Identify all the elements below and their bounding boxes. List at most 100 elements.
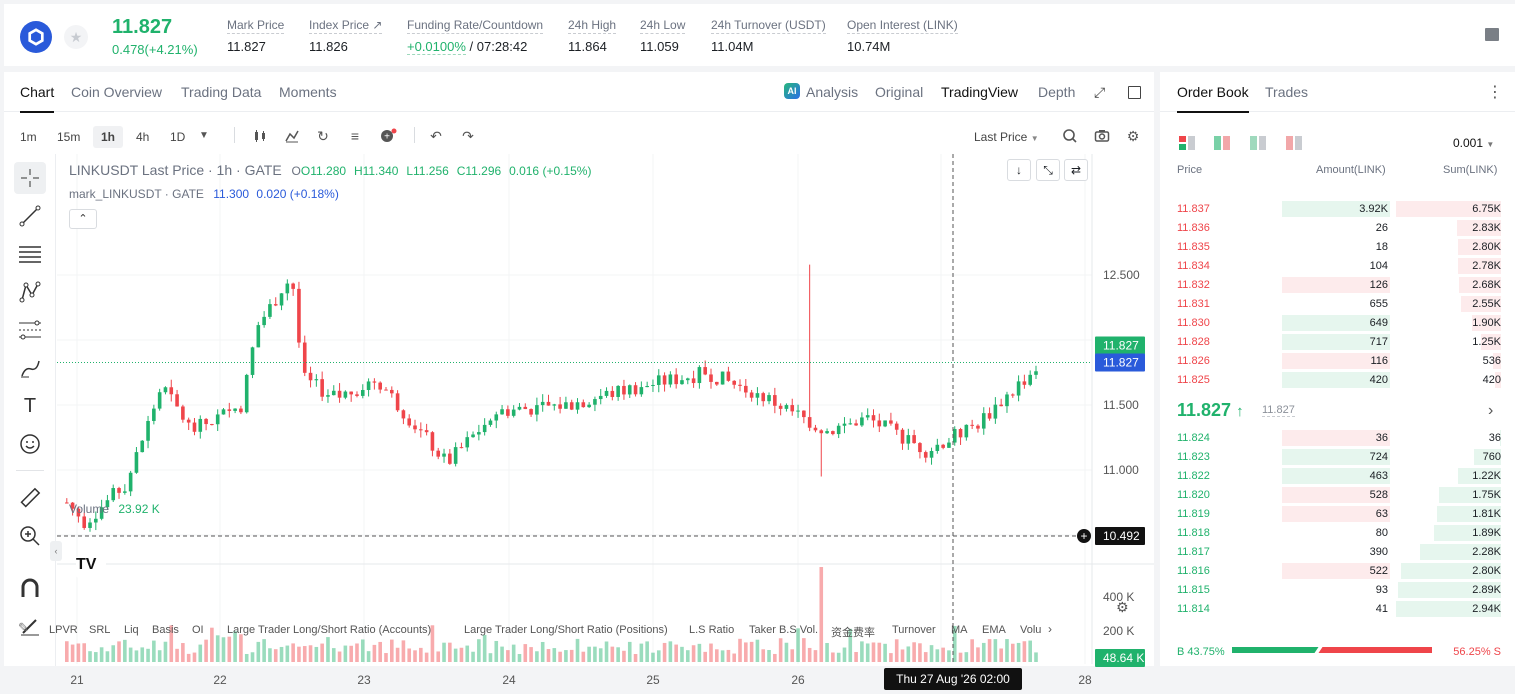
orderbook-row[interactable]: 11.830 649 1.90K (1160, 314, 1515, 333)
orderbook-row[interactable]: 11.828 717 1.25K (1160, 333, 1515, 352)
view-analysis[interactable]: Analysis (806, 84, 859, 100)
indicator-11[interactable]: MA (951, 624, 968, 636)
collapse-toolbar-icon[interactable]: ‹ (50, 541, 62, 561)
indicator-9[interactable]: 资金费率 (831, 627, 875, 639)
candle (210, 424, 214, 426)
orderbook-row[interactable]: 11.820 528 1.75K (1160, 486, 1515, 505)
indicator-5[interactable]: Large Trader Long/Short Ratio (Accounts) (227, 624, 432, 636)
redo-icon[interactable]: ↷ (462, 128, 474, 144)
book-both-icon[interactable] (1179, 136, 1195, 150)
timeframe-4h[interactable]: 4h (136, 130, 150, 144)
refresh-icon[interactable]: ↻ (317, 128, 329, 144)
indicator-0[interactable]: LPVR (49, 624, 78, 636)
book-icon[interactable] (1485, 28, 1499, 41)
expand-icon[interactable]: ⤢ (1094, 84, 1106, 100)
search-icon[interactable] (1062, 128, 1078, 144)
chart-legend: LINKUSDT Last Price · 1h · GATE OO11.280… (69, 162, 592, 178)
timeframe-1m[interactable]: 1m (20, 130, 37, 144)
orderbook-row[interactable]: 11.825 420 420 (1160, 371, 1515, 390)
indicator-2[interactable]: Liq (124, 624, 139, 636)
volume-bar (981, 642, 986, 662)
orderbook-row[interactable]: 11.814 41 2.94K (1160, 600, 1515, 619)
book-depth-icon[interactable] (1286, 136, 1302, 150)
collapse-legend-icon[interactable]: ⌃ (69, 209, 97, 229)
orderbook-row[interactable]: 11.834 104 2.78K (1160, 257, 1515, 276)
horizontal-lines-icon[interactable] (14, 238, 46, 270)
indicator-6[interactable]: Large Trader Long/Short Ratio (Positions… (464, 624, 668, 636)
tab-chart[interactable]: Chart (20, 84, 55, 113)
timeframe-1d[interactable]: 1D (170, 130, 186, 144)
favorite-star-icon[interactable]: ★ (64, 25, 88, 49)
indicator-10[interactable]: Turnover (892, 624, 936, 636)
view-tradingview[interactable]: TradingView (941, 84, 1019, 100)
tab-trading-data[interactable]: Trading Data (181, 84, 262, 100)
orderbook-row[interactable]: 11.822 463 1.22K (1160, 467, 1515, 486)
indicator-3[interactable]: Basis (152, 624, 179, 636)
tab-trades[interactable]: Trades (1265, 84, 1309, 100)
orderbook-row[interactable]: 11.832 126 2.68K (1160, 276, 1515, 295)
indicator-4[interactable]: OI (192, 624, 204, 636)
list-icon[interactable]: ≡ (350, 128, 360, 144)
indicator-8[interactable]: Taker B.S Vol. (749, 624, 819, 636)
add-indicator-icon[interactable]: + (380, 128, 397, 144)
volume-bar (378, 641, 382, 662)
orderbook-row[interactable]: 11.823 724 760 (1160, 448, 1515, 467)
indicator-1[interactable]: SRL (89, 624, 111, 636)
view-original[interactable]: Original (875, 84, 924, 100)
more-options-icon[interactable]: ⋮ (1487, 84, 1503, 101)
undo-icon[interactable]: ↶ (430, 128, 442, 144)
orderbook-row[interactable]: 11.817 390 2.28K (1160, 543, 1515, 562)
tab-moments[interactable]: Moments (279, 84, 337, 100)
edit-indicators-icon[interactable]: ✎ (18, 620, 29, 635)
emoji-icon[interactable] (14, 428, 46, 460)
indicator-12[interactable]: EMA (982, 624, 1006, 636)
indicator-7[interactable]: L.S Ratio (689, 624, 735, 636)
chevron-right-icon[interactable]: › (1048, 622, 1052, 636)
indicators-icon[interactable] (284, 128, 300, 144)
timeframe-15m[interactable]: 15m (57, 130, 81, 144)
volume-bar (123, 639, 127, 662)
orderbook-row[interactable]: 11.831 655 2.55K (1160, 295, 1515, 314)
ruler-icon[interactable] (14, 482, 46, 514)
orderbook-row[interactable]: 11.819 63 1.81K (1160, 505, 1515, 524)
orderbook-row[interactable]: 11.835 18 2.80K (1160, 238, 1515, 257)
orderbook-row[interactable]: 11.826 116 536 (1160, 352, 1515, 371)
timeframe-1h[interactable]: 1h (93, 126, 124, 148)
indicator-13[interactable]: Volu (1020, 624, 1042, 636)
axis-settings-icon[interactable]: ⚙ (1116, 599, 1129, 615)
camera-icon[interactable] (1094, 128, 1110, 144)
scroll-down-icon[interactable]: ↓ (1007, 159, 1031, 181)
book-bids-icon[interactable] (1214, 136, 1230, 150)
zoom-in-icon[interactable] (14, 520, 46, 552)
pattern-icon[interactable] (14, 276, 46, 308)
mid-mark-price: 11.827 (1262, 404, 1295, 417)
last-price-tag (1095, 336, 1145, 355)
orderbook-row[interactable]: 11.815 93 2.89K (1160, 581, 1515, 600)
window-icon[interactable] (1128, 86, 1141, 99)
orderbook-row[interactable]: 11.836 26 2.83K (1160, 219, 1515, 238)
magnet-icon[interactable] (14, 572, 46, 604)
trend-line-icon[interactable] (14, 200, 46, 232)
chevron-right-icon[interactable]: › (1488, 402, 1494, 419)
brush-icon[interactable] (14, 352, 46, 384)
precision-select[interactable]: 0.001 ▼ (1453, 136, 1495, 150)
fib-icon[interactable] (14, 314, 46, 346)
tab-coin-overview[interactable]: Coin Overview (71, 84, 163, 100)
swap-icon[interactable]: ⇄ (1064, 159, 1088, 181)
view-depth[interactable]: Depth (1038, 84, 1076, 100)
orderbook-row[interactable]: 11.816 522 2.80K (1160, 562, 1515, 581)
orderbook-row[interactable]: 11.837 3.92K 6.75K (1160, 200, 1515, 219)
crosshair-icon[interactable] (14, 162, 46, 194)
orderbook-row[interactable]: 11.818 80 1.89K (1160, 524, 1515, 543)
book-asks-icon[interactable] (1250, 136, 1266, 150)
orderbook-row[interactable]: 11.824 36 36 (1160, 429, 1515, 448)
text-tool-icon[interactable]: T (23, 394, 37, 417)
price-chart[interactable]: 12.500 11.500 11.000 400 K 200 K 11.827 11.827… (57, 154, 1154, 694)
price-type-select[interactable]: Last Price ▼ (974, 130, 1039, 144)
pencil-icon[interactable] (14, 610, 46, 642)
collapse-icon[interactable]: ⤡ (1036, 159, 1060, 181)
candle-type-icon[interactable] (252, 128, 268, 144)
tab-order-book[interactable]: Order Book (1177, 84, 1249, 113)
caret-down-icon[interactable]: ▼ (199, 130, 209, 141)
settings-gear-icon[interactable]: ⚙ (1126, 128, 1140, 144)
